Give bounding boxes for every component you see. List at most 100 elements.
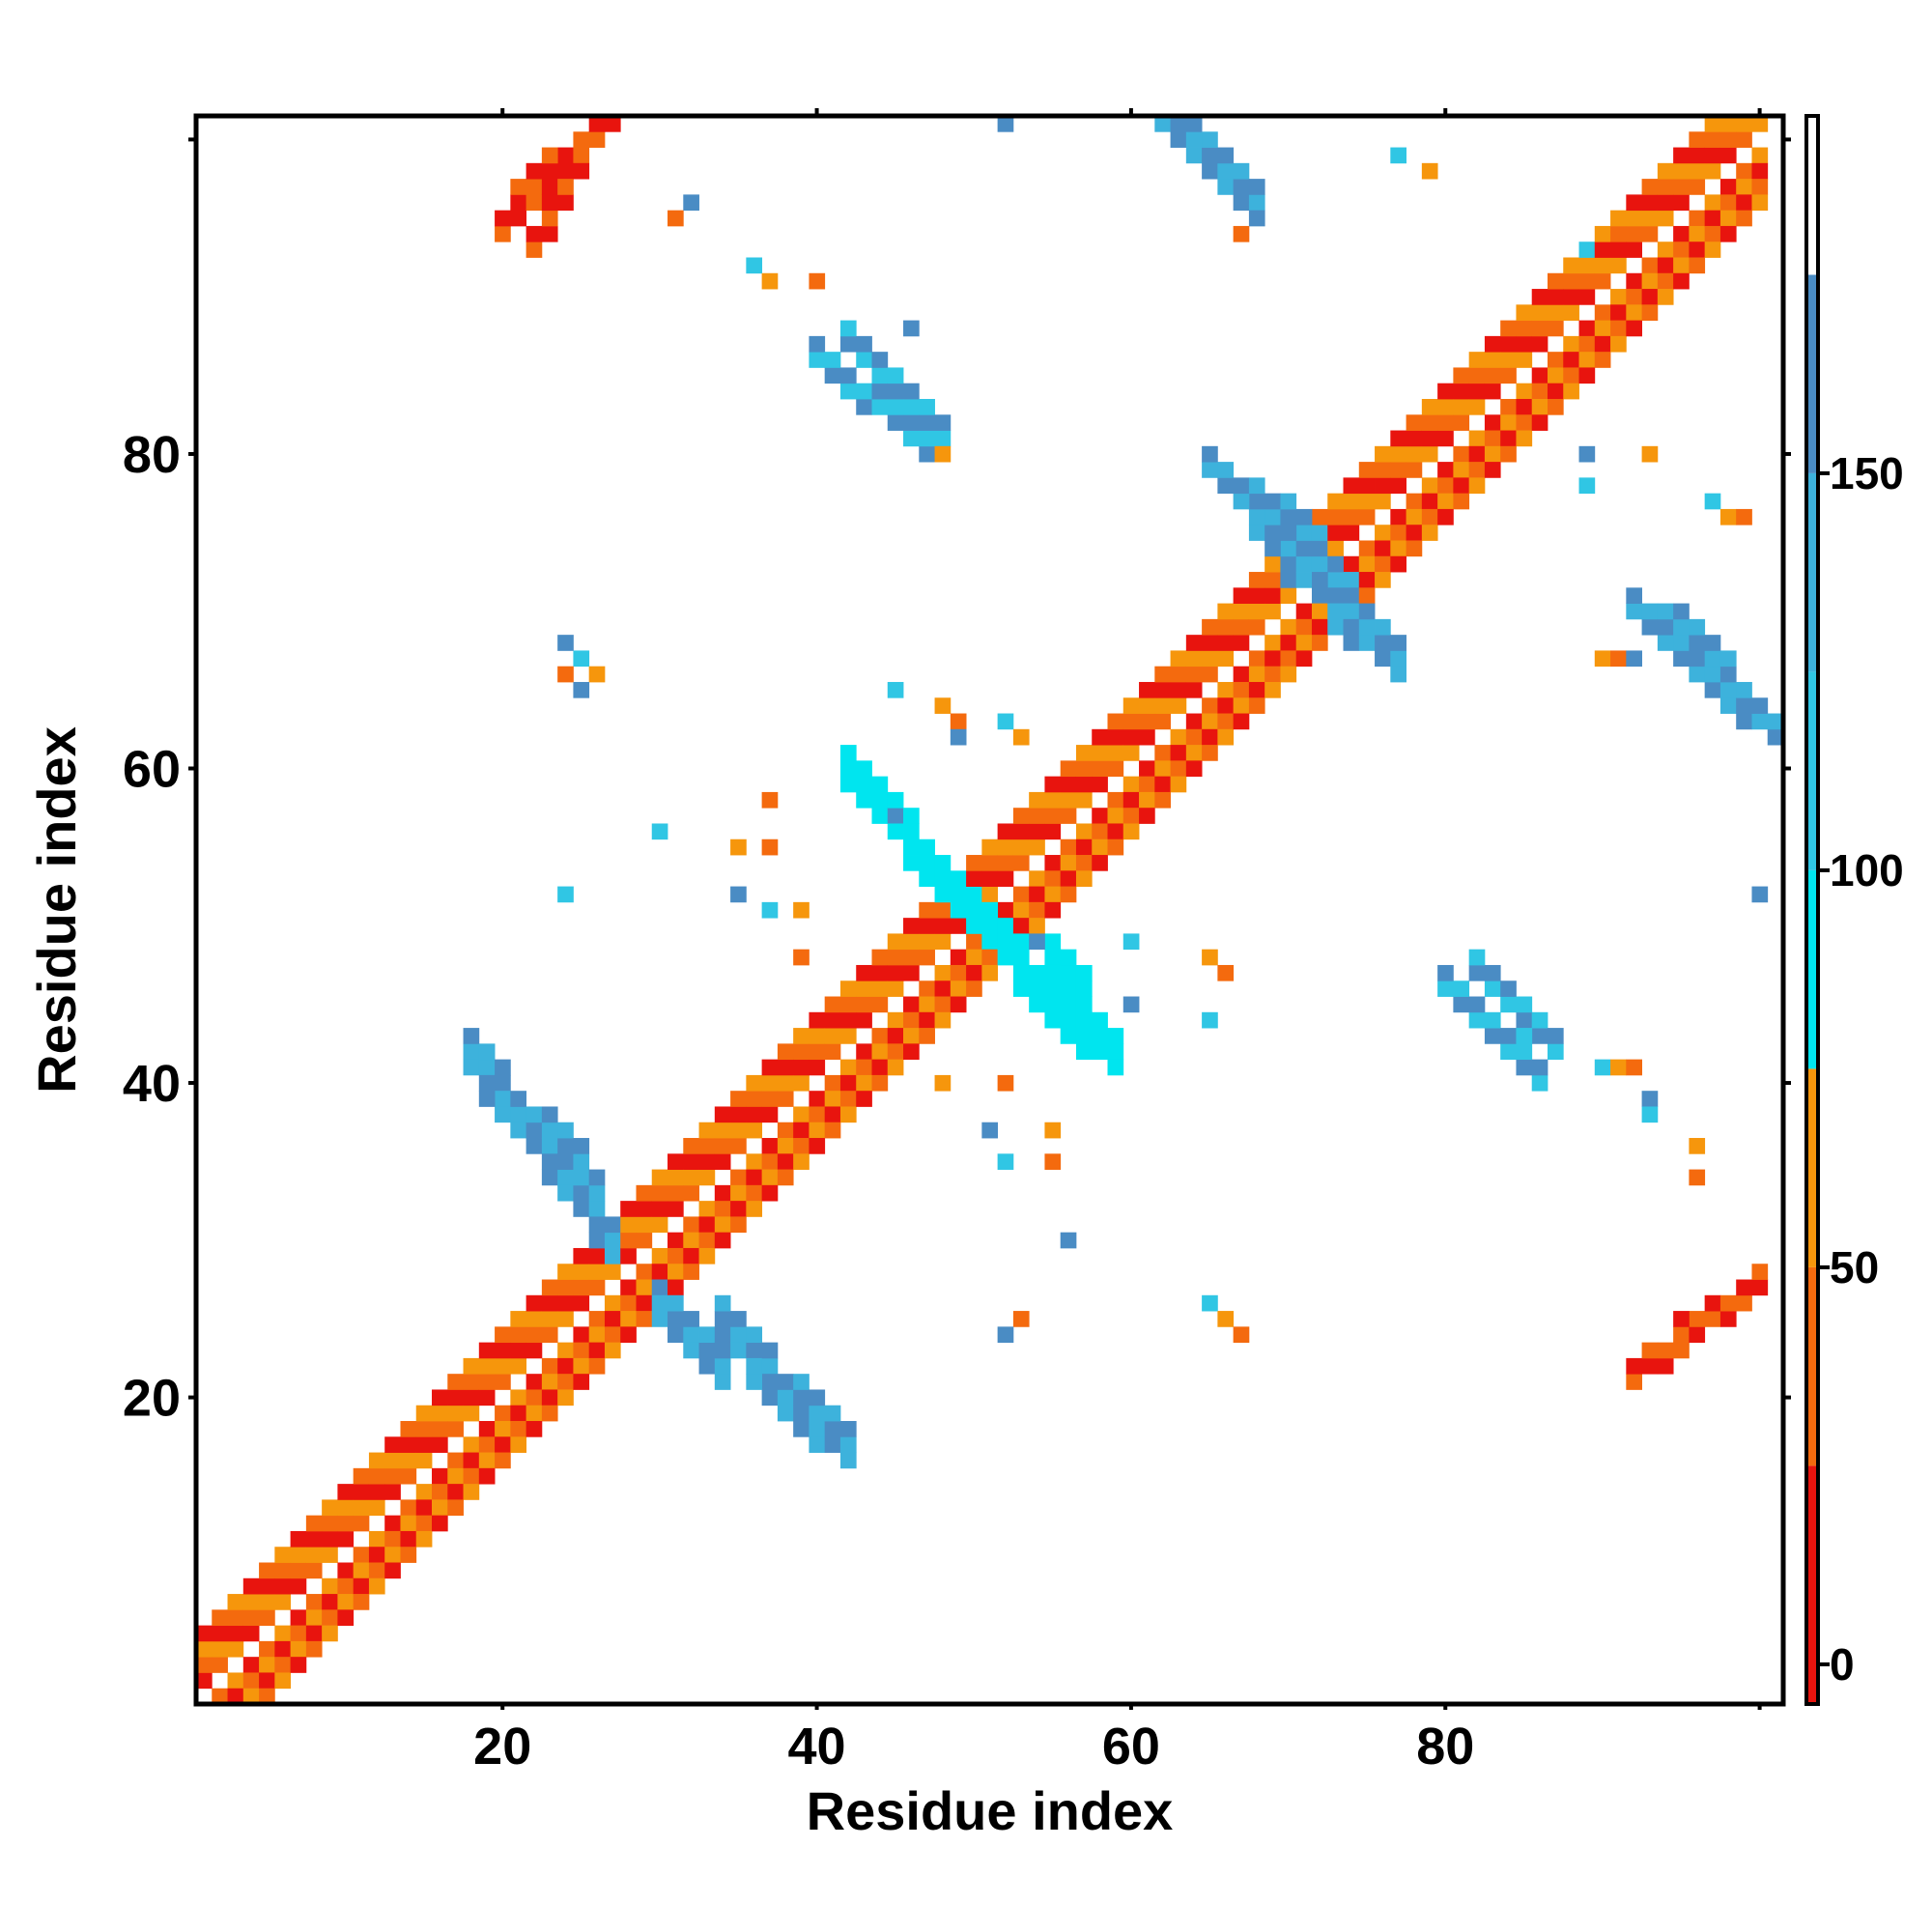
heatmap-cell — [495, 1405, 511, 1422]
heatmap-cell — [997, 116, 1014, 132]
heatmap-cell — [1311, 525, 1328, 541]
heatmap-cell — [1139, 808, 1155, 824]
heatmap-cell — [337, 1609, 355, 1627]
heatmap-cell — [463, 1452, 480, 1469]
heatmap-cell — [1484, 414, 1501, 431]
heatmap-cell — [839, 320, 857, 337]
heatmap-cell — [1154, 713, 1171, 730]
heatmap-cell — [1578, 335, 1596, 353]
heatmap-cell — [432, 1515, 448, 1532]
heatmap-cell — [1075, 760, 1093, 778]
heatmap-cell — [1719, 1311, 1737, 1327]
heatmap-cell — [1578, 289, 1596, 305]
heatmap-cell — [1673, 272, 1690, 290]
heatmap-cell — [1437, 477, 1454, 495]
heatmap-cell — [432, 1421, 448, 1437]
heatmap-cell — [305, 1530, 323, 1548]
heatmap-cell — [651, 1201, 668, 1217]
heatmap-cell — [1626, 320, 1642, 337]
heatmap-cell — [1092, 776, 1108, 793]
heatmap-cell — [668, 1184, 684, 1202]
heatmap-cell — [259, 1640, 275, 1658]
heatmap-cell — [1736, 131, 1752, 148]
heatmap-cell — [934, 964, 952, 981]
heatmap-cell — [384, 1562, 401, 1579]
heatmap-cell — [1453, 996, 1470, 1013]
heatmap-cell — [495, 1374, 511, 1390]
heatmap-cell — [1170, 131, 1187, 148]
heatmap-cell — [1578, 367, 1596, 384]
heatmap-cell — [447, 1389, 464, 1406]
heatmap-cell — [573, 1169, 590, 1186]
heatmap-cell — [1358, 572, 1376, 588]
heatmap-cell — [573, 1184, 590, 1202]
heatmap-cell — [1563, 335, 1579, 353]
heatmap-cell — [839, 760, 857, 778]
heatmap-cell — [290, 1609, 307, 1627]
heatmap-cell — [714, 1232, 731, 1249]
heatmap-cell — [1531, 1074, 1548, 1092]
heatmap-cell — [353, 1547, 370, 1563]
heatmap-cell — [839, 1074, 857, 1092]
heatmap-cell — [1012, 918, 1030, 934]
heatmap-cell — [1468, 430, 1486, 447]
heatmap-cell — [919, 838, 935, 856]
heatmap-cell — [1531, 1011, 1548, 1029]
heatmap-cell — [793, 1028, 810, 1044]
heatmap-cell — [698, 1138, 716, 1154]
heatmap-cell — [824, 996, 841, 1013]
heatmap-cell — [761, 1169, 779, 1186]
heatmap-cell — [1327, 525, 1344, 541]
heatmap-cell — [1075, 964, 1093, 981]
heatmap-cell — [871, 964, 889, 981]
heatmap-cell — [541, 147, 558, 164]
heatmap-cell — [1122, 996, 1140, 1013]
heatmap-cell — [1406, 445, 1423, 463]
heatmap-cell — [1736, 179, 1752, 195]
heatmap-cell — [809, 1436, 826, 1453]
heatmap-cell — [1626, 1374, 1642, 1390]
heatmap-cell — [981, 870, 999, 887]
heatmap-cell — [604, 1294, 621, 1312]
heatmap-cell — [242, 1609, 260, 1627]
heatmap-cell — [557, 886, 574, 903]
heatmap-cell — [1233, 225, 1250, 242]
heatmap-cell — [1704, 1294, 1721, 1312]
heatmap-cell — [903, 1028, 920, 1044]
heatmap-cell — [698, 1153, 716, 1170]
heatmap-cell — [856, 398, 872, 415]
heatmap-cell — [1311, 618, 1328, 636]
heatmap-cell — [1516, 414, 1533, 431]
heatmap-cell — [1375, 540, 1391, 557]
heatmap-cell — [1500, 1028, 1517, 1044]
heatmap-cell — [1185, 760, 1203, 778]
heatmap-cell — [463, 1467, 480, 1485]
heatmap-cell — [1060, 886, 1077, 903]
heatmap-cell — [903, 838, 920, 856]
heatmap-cell — [1060, 838, 1077, 856]
heatmap-cell — [1453, 445, 1470, 463]
heatmap-cell — [1343, 525, 1360, 541]
heatmap-cell — [1626, 242, 1642, 258]
heatmap-cell — [478, 1091, 496, 1107]
heatmap-cell — [1406, 462, 1423, 478]
heatmap-cell — [1248, 650, 1265, 668]
heatmap-cell — [1626, 650, 1642, 668]
heatmap-cell — [463, 1357, 480, 1375]
heatmap-cell — [495, 225, 511, 242]
heatmap-cell — [510, 1357, 527, 1375]
heatmap-cell — [871, 808, 889, 824]
heatmap-cell — [1689, 131, 1706, 148]
heatmap-cell — [620, 1326, 637, 1344]
heatmap-cell — [1626, 194, 1642, 212]
heatmap-cell — [856, 760, 872, 778]
heatmap-cell — [1029, 996, 1045, 1013]
heatmap-cell — [1719, 210, 1737, 227]
heatmap-cell — [1500, 980, 1517, 997]
heatmap-cell — [997, 1074, 1014, 1092]
heatmap-cell — [997, 855, 1014, 871]
heatmap-cell — [337, 1594, 355, 1610]
heatmap-cell — [290, 1640, 307, 1658]
heatmap-cell — [839, 335, 857, 353]
heatmap-cell — [510, 1106, 527, 1123]
